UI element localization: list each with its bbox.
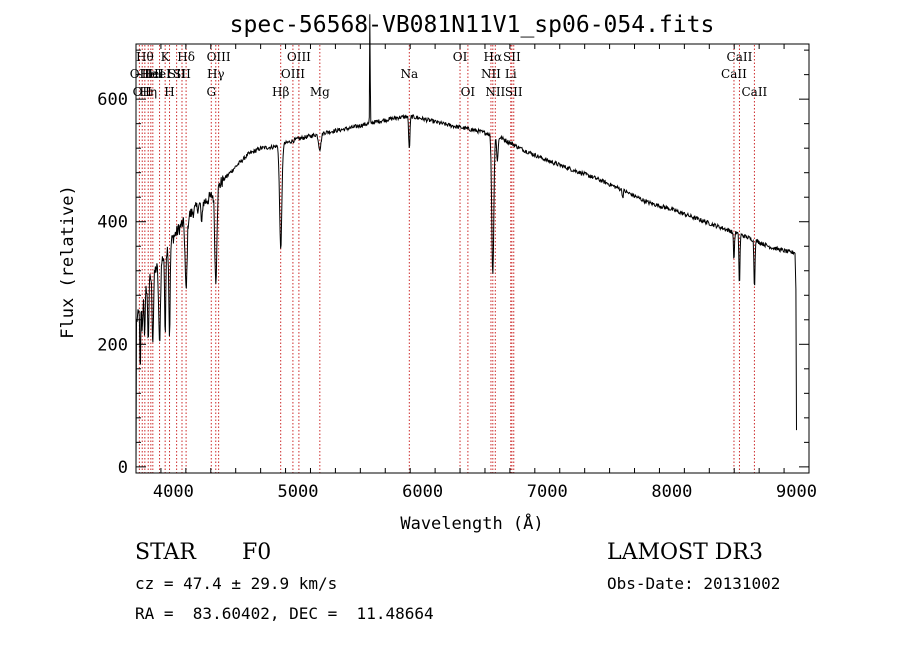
line-marker-label: Mg bbox=[310, 85, 330, 99]
subclass: F0 bbox=[242, 540, 272, 565]
x-tick-label: 5000 bbox=[278, 482, 319, 502]
y-tick-label: 200 bbox=[97, 335, 128, 355]
line-marker-label: CaII bbox=[727, 50, 753, 64]
x-axis-label: Wavelength (Å) bbox=[400, 512, 543, 534]
line-marker-label: Hδ bbox=[177, 50, 195, 64]
object-class: STAR bbox=[135, 540, 196, 565]
line-marker-label: NII bbox=[485, 85, 505, 99]
line-marker-label: SII bbox=[503, 50, 521, 64]
y-axis-label: Flux (relative) bbox=[58, 185, 78, 339]
observation-date: Obs-Date: 20131002 bbox=[607, 574, 781, 593]
line-marker-label: SII bbox=[173, 67, 191, 81]
line-marker-label: OII bbox=[133, 85, 153, 99]
line-marker-label: H bbox=[164, 85, 174, 99]
line-marker-label: Hθ bbox=[136, 50, 154, 64]
line-marker-label: OIII bbox=[287, 50, 311, 64]
line-marker-label: HeI bbox=[140, 67, 163, 81]
line-marker-label: K bbox=[161, 50, 171, 64]
line-marker-label: OIII bbox=[207, 50, 231, 64]
x-tick-label: 9000 bbox=[776, 482, 817, 502]
spectrum-line bbox=[135, 14, 797, 467]
line-marker-label: HeI bbox=[142, 67, 165, 81]
line-marker-label: Hη bbox=[139, 85, 157, 99]
line-marker-label: Hβ bbox=[272, 85, 289, 99]
y-tick-label: 600 bbox=[97, 90, 128, 110]
plot-frame bbox=[135, 43, 810, 474]
y-axis-ticks: 0 200 400 600 bbox=[97, 49, 809, 478]
line-marker-label: Na bbox=[400, 67, 418, 81]
line-markers bbox=[138, 45, 755, 473]
x-tick-label: 6000 bbox=[402, 482, 443, 502]
coordinates: RA = 83.60402, DEC = 11.48664 bbox=[135, 604, 434, 623]
x-tick-label: 8000 bbox=[651, 482, 692, 502]
line-marker-label: NII bbox=[481, 67, 501, 81]
x-axis-ticks: 4000 5000 6000 7000 8000 9000 bbox=[135, 44, 817, 502]
line-marker-label: Li bbox=[505, 67, 517, 81]
line-marker-label: SII bbox=[505, 85, 523, 99]
line-marker-label: OII bbox=[130, 67, 150, 81]
line-marker-label: CaII bbox=[741, 85, 767, 99]
line-marker-label: OI bbox=[453, 50, 468, 64]
line-marker-label: CaII bbox=[721, 67, 747, 81]
line-marker-label: Hα bbox=[484, 50, 503, 64]
line-marker-label: OI bbox=[461, 85, 476, 99]
radial-velocity: cz = 47.4 ± 29.9 km/s bbox=[135, 574, 338, 593]
line-marker-label: G bbox=[206, 85, 216, 99]
y-tick-label: 0 bbox=[118, 458, 128, 478]
line-marker-labels: OIIOIIHθHηHeIHeIHeIKHSIIHδSIIGHγOIIIHβOI… bbox=[130, 50, 768, 99]
y-tick-label: 400 bbox=[97, 213, 128, 233]
line-marker-label: HeI bbox=[148, 67, 171, 81]
line-marker-label: Hγ bbox=[207, 67, 225, 81]
x-tick-label: 7000 bbox=[527, 482, 568, 502]
line-marker-label: OIII bbox=[281, 67, 305, 81]
survey-name: LAMOST DR3 bbox=[607, 540, 763, 565]
line-marker-label: SII bbox=[168, 67, 186, 81]
chart-title: spec-56568-VB081N11V1_sp06-054.fits bbox=[230, 12, 715, 38]
x-tick-label: 4000 bbox=[153, 482, 194, 502]
